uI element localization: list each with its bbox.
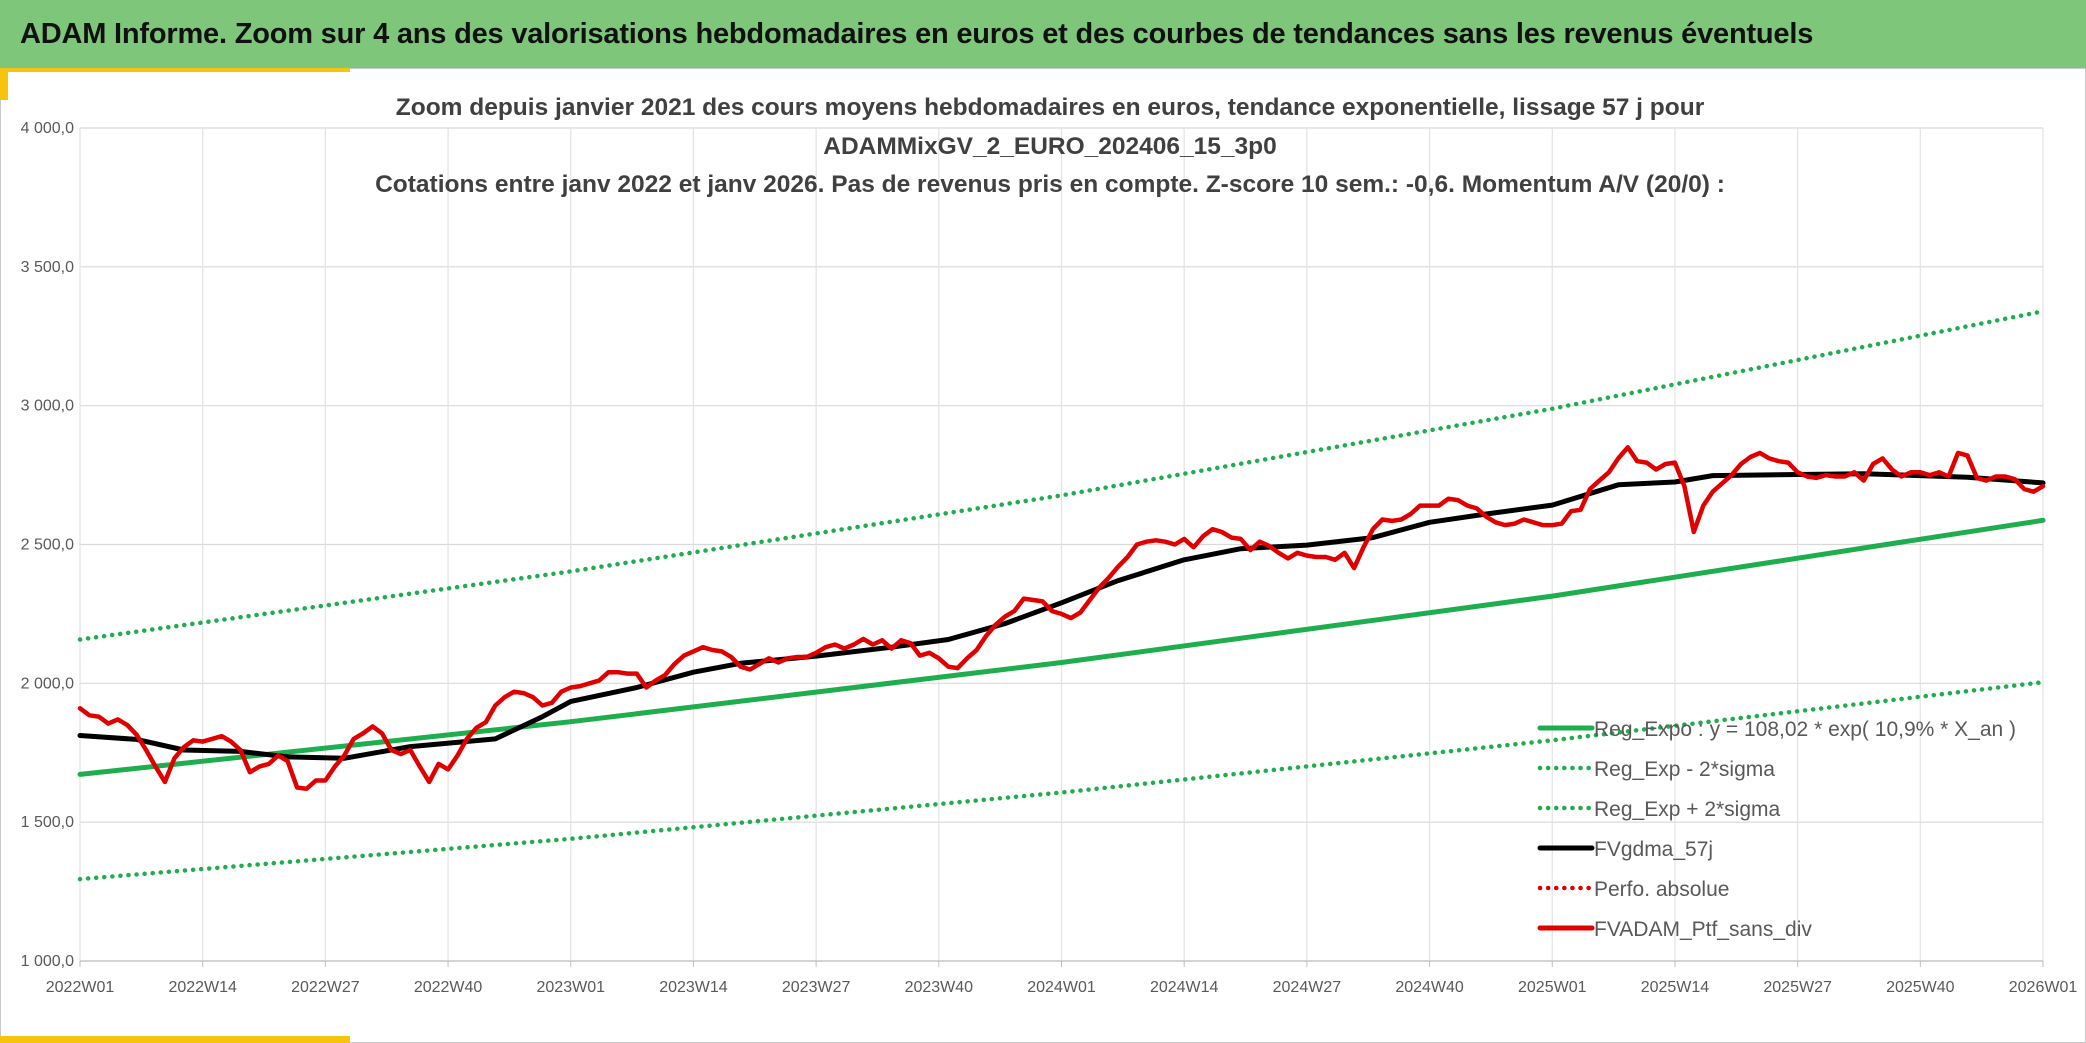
legend-label-2: Reg_Exp + 2*sigma <box>1594 798 1781 821</box>
accent-bar-top-left <box>0 68 8 100</box>
legend: Reg_Expo : y = 108,02 * exp( 10,9% * X_a… <box>1537 718 2016 941</box>
x-tick-label: 2024W01 <box>1027 979 1096 996</box>
legend-label-1: Reg_Exp - 2*sigma <box>1594 758 1775 781</box>
legend-label-5: FVADAM_Ptf_sans_div <box>1594 918 1812 941</box>
gridlines <box>79 127 2044 967</box>
chart-title: Zoom depuis janvier 2021 des cours moyen… <box>375 94 1725 198</box>
x-tick-label: 2024W27 <box>1273 979 1342 996</box>
x-tick-label: 2022W27 <box>291 979 360 996</box>
y-tick-label: 3 000,0 <box>21 398 74 415</box>
legend-label-0: Reg_Expo : y = 108,02 * exp( 10,9% * X_a… <box>1594 718 2016 741</box>
header-banner: ADAM Informe. Zoom sur 4 ans des valoris… <box>0 0 2086 68</box>
y-tick-label: 4 000,0 <box>21 120 74 137</box>
y-tick-label: 2 500,0 <box>21 537 74 554</box>
legend-label-3: FVgdma_57j <box>1594 838 1713 861</box>
series-line-3 <box>77 471 2046 761</box>
x-tick-label: 2025W14 <box>1641 979 1710 996</box>
x-tick-label: 2023W40 <box>905 979 974 996</box>
x-tick-label: 2023W14 <box>659 979 728 996</box>
x-tick-label: 2022W14 <box>168 979 237 996</box>
x-tick-label: 2025W27 <box>1763 979 1832 996</box>
accent-bar-top <box>0 68 350 72</box>
series-line-2 <box>77 309 2046 642</box>
x-tick-label: 2026W01 <box>2009 979 2078 996</box>
series-line-1 <box>77 679 2046 882</box>
chart-title-line-2: ADAMMixGV_2_EURO_202406_15_3p0 <box>823 133 1277 160</box>
x-axis-ticks: 2022W01 2022W14 2022W27 2022W40 2023W01 2023W… <box>46 979 2078 996</box>
series-line-5 <box>77 445 2046 792</box>
x-tick-label: 2025W40 <box>1886 979 1955 996</box>
y-tick-label: 1 000,0 <box>21 953 74 970</box>
x-tick-label: 2025W01 <box>1518 979 1587 996</box>
x-tick-label: 2024W40 <box>1395 979 1464 996</box>
x-tick-label: 2022W01 <box>46 979 115 996</box>
accent-bar-bottom <box>0 1036 350 1043</box>
x-tick-label: 2024W14 <box>1150 979 1219 996</box>
y-axis-ticks: 1 000,0 1 500,0 2 000,0 2 500,0 3 000,0 3 500… <box>21 120 74 970</box>
x-tick-label: 2023W01 <box>537 979 606 996</box>
x-tick-label: 2023W27 <box>782 979 851 996</box>
legend-label-4: Perfo. absolue <box>1594 878 1729 901</box>
x-tick-label: 2022W40 <box>414 979 483 996</box>
y-tick-label: 3 500,0 <box>21 259 74 276</box>
y-tick-label: 1 500,0 <box>21 814 74 831</box>
chart-title-line-1: Zoom depuis janvier 2021 des cours moyen… <box>396 94 1705 121</box>
chart-title-line-3: Cotations entre janv 2022 et janv 2026. … <box>375 171 1725 198</box>
series-line-0 <box>77 517 2046 777</box>
page-title: ADAM Informe. Zoom sur 4 ans des valoris… <box>20 17 1814 50</box>
y-tick-label: 2 000,0 <box>21 675 74 692</box>
series-layer <box>77 309 2046 882</box>
